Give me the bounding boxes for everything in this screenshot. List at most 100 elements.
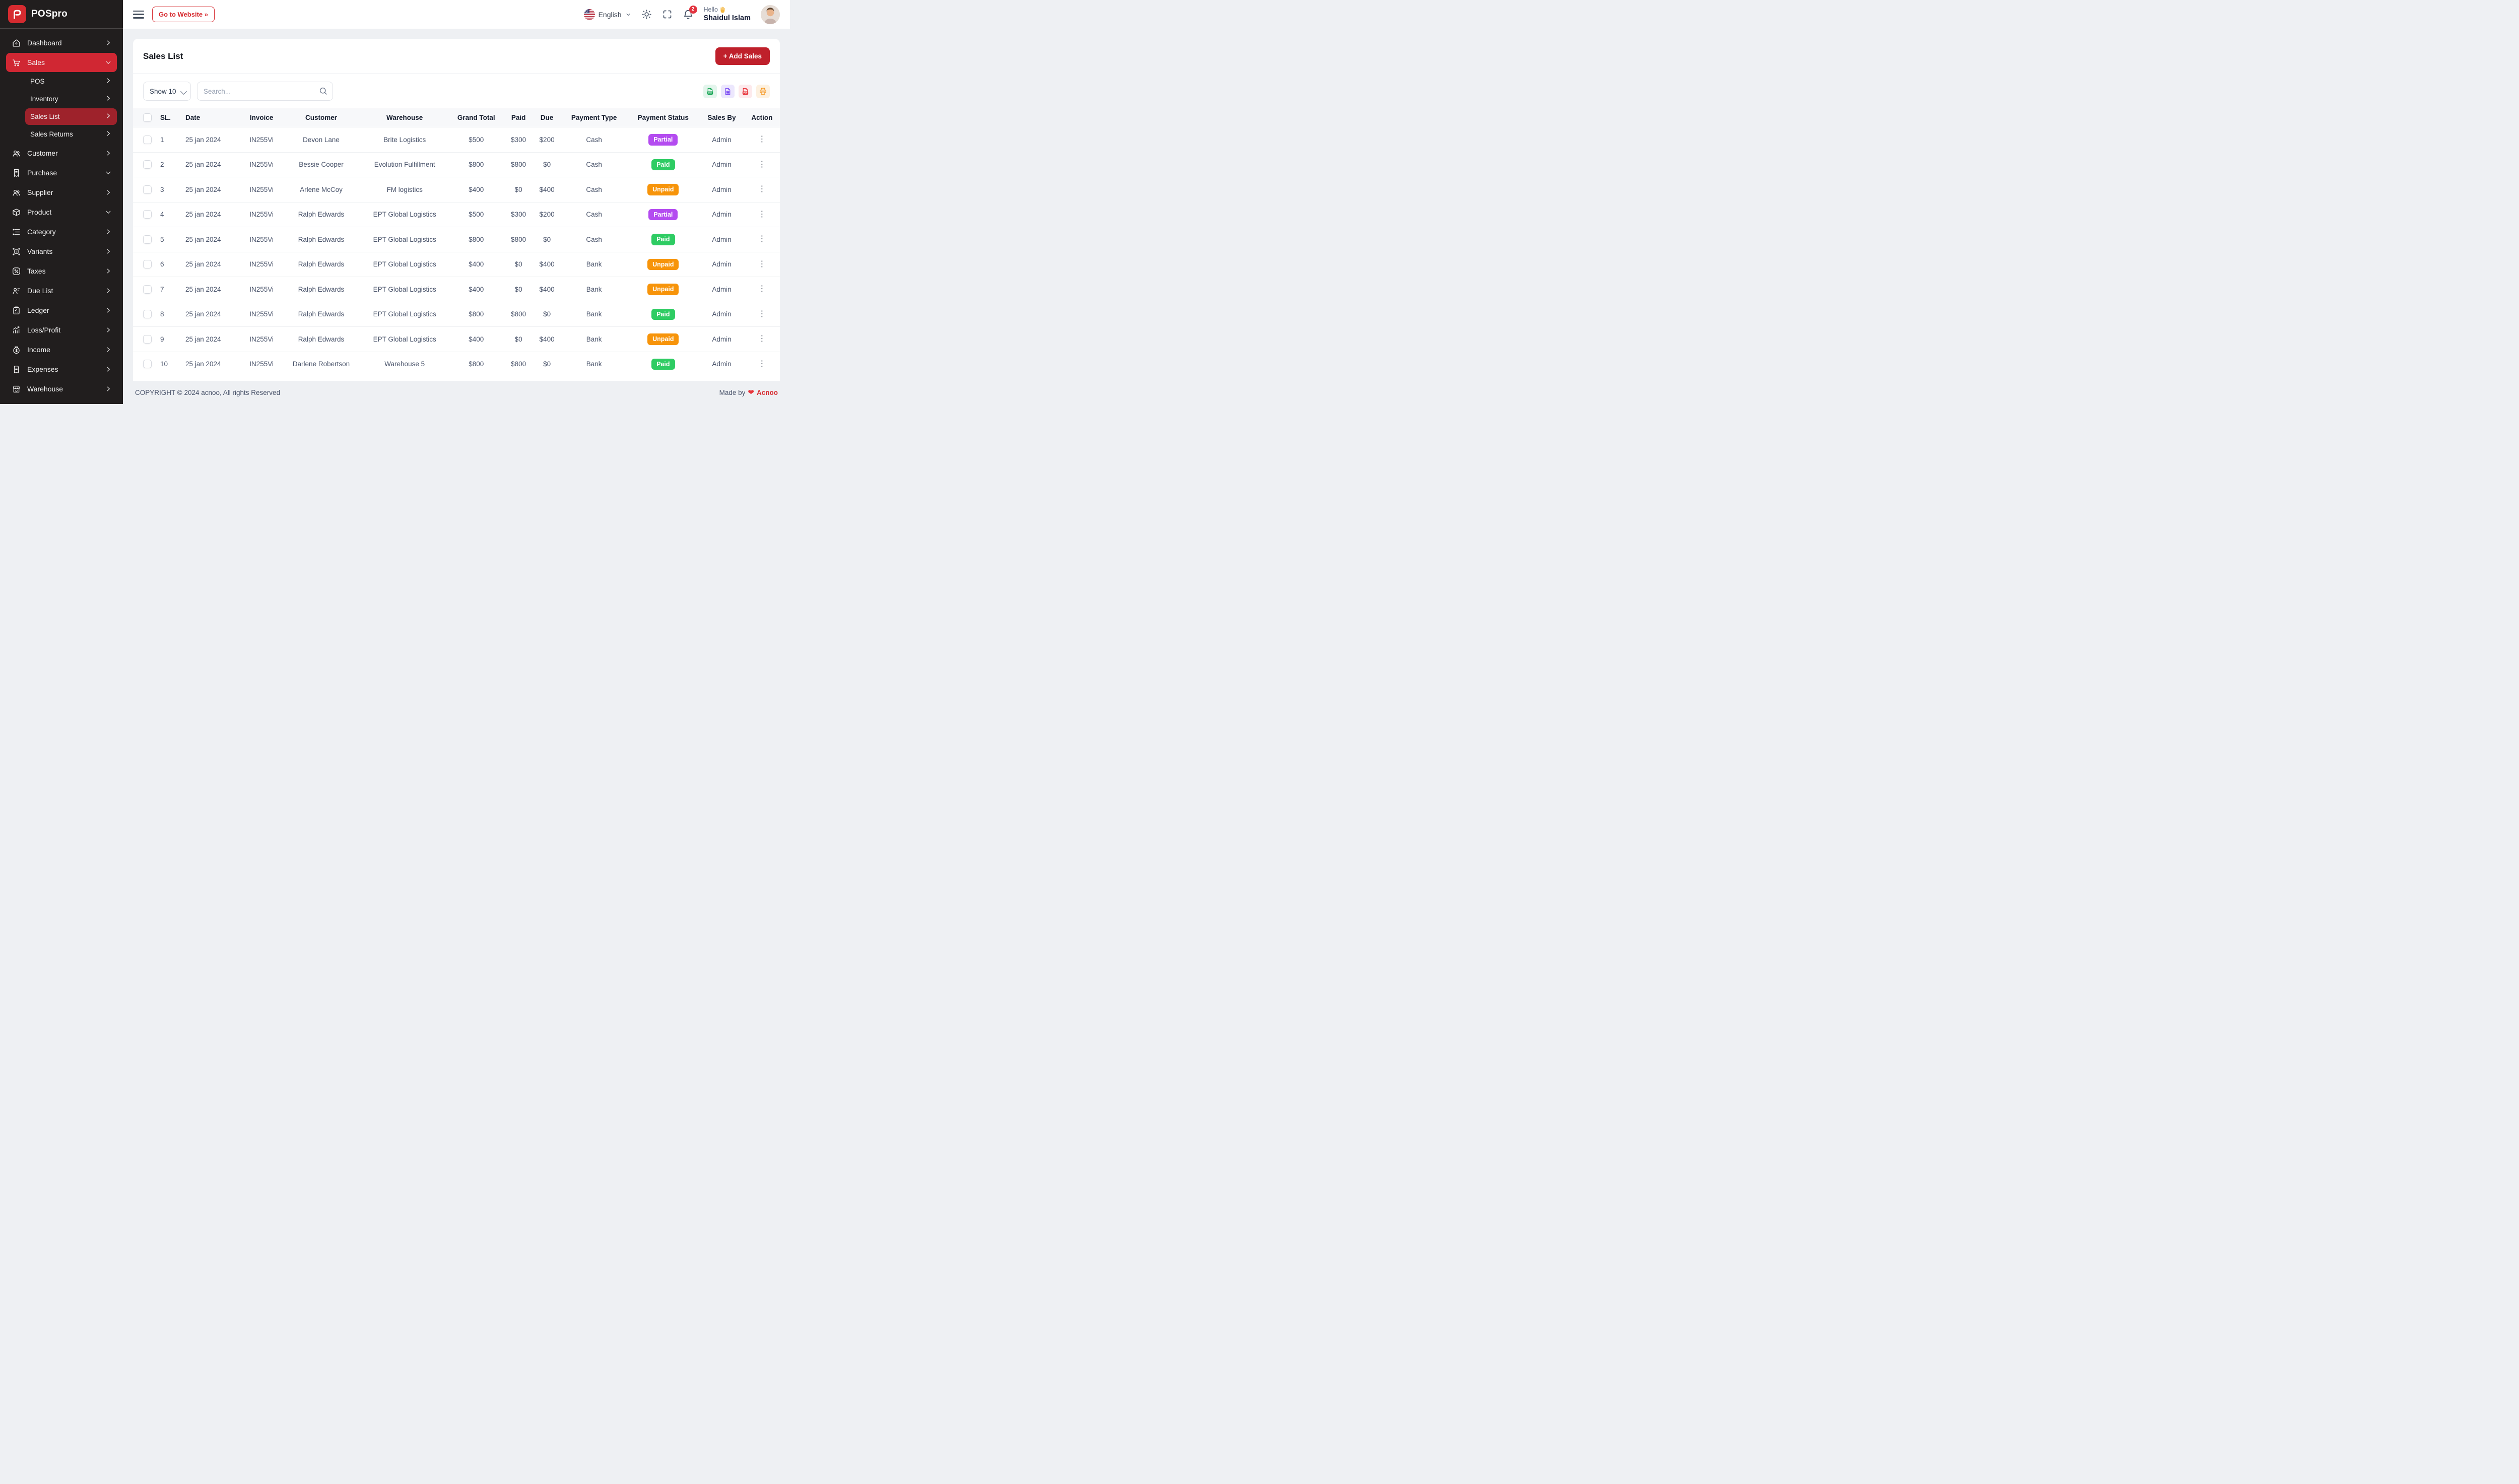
user-avatar[interactable] [761,5,780,24]
table-cell: Paid [627,351,700,376]
table-cell: $0 [533,227,561,252]
notifications-bell-icon[interactable]: 2 [683,5,697,20]
table-cell: EPT Global Logistics [361,201,448,227]
table-cell: $400 [533,177,561,202]
table-cell: 3 [156,177,181,202]
row-actions-menu-button[interactable]: ⋮ [755,210,769,220]
search-input[interactable] [197,82,333,101]
theme-toggle-sun-icon[interactable] [641,9,652,20]
row-checkbox[interactable] [143,235,152,244]
sidebar-item-category[interactable]: Category [6,222,117,241]
row-actions-menu-button[interactable]: ⋮ [755,259,769,269]
sidebar-item-sales[interactable]: Sales [6,53,117,72]
export-pdf-button[interactable]: PDF [739,84,752,98]
table-row: 10 25 jan 2024 IN255Vi Darlene Robertson War… [133,351,780,376]
chevron-right-icon [105,325,112,335]
row-actions-menu-button[interactable]: ⋮ [755,359,769,369]
table-cell: Evolution Fulfillment [361,152,448,177]
table-cell: Cash [561,177,627,202]
table-cell: IN255Vi [242,326,282,352]
table-cell: EPT Global Logistics [361,251,448,277]
row-checkbox[interactable] [143,360,152,369]
table-cell: Ralph Edwards [281,201,361,227]
select-all-checkbox[interactable] [143,113,152,122]
sidebar-item-label: Product [27,208,52,216]
brand: POSpro [0,0,123,29]
table-cell: Bank [561,277,627,302]
language-selector[interactable]: English [583,9,631,20]
chevron-right-icon [105,148,112,158]
row-actions-menu-button[interactable]: ⋮ [755,160,769,170]
sidebar-subitem-sales-returns[interactable]: Sales Returns [25,126,117,143]
sidebar-item-label: Loss/Profit [27,326,61,334]
sidebar-item-supplier[interactable]: Supplier [6,183,117,202]
table-cell: $0 [504,177,533,202]
chevron-right-icon [105,403,112,404]
table-cell: Darlene Robertson [281,351,361,376]
chevron-down-icon [105,168,112,178]
table-cell: Unpaid [627,251,700,277]
svg-text:CSV: CSV [708,91,712,94]
row-actions-menu-button[interactable]: ⋮ [755,184,769,194]
row-checkbox[interactable] [143,260,152,269]
payment-status-badge: Unpaid [647,184,679,195]
clipboard-icon [11,305,21,315]
table-cell: ⋮ [744,277,780,302]
column-header-sales-by: Sales By [699,108,744,127]
table-cell [133,227,156,252]
table-cell: IN255Vi [242,227,282,252]
sidebar-item-variants[interactable]: Variants [6,242,117,261]
sidebar-item-income[interactable]: Income [6,340,117,359]
row-checkbox[interactable] [143,310,152,319]
chevron-down-icon [105,57,112,68]
sidebar-item-ledger[interactable]: Ledger [6,301,117,320]
show-entries-select[interactable]: Show 10 [143,82,191,101]
sidebar-item-dashboard[interactable]: Dashboard [6,33,117,52]
go-to-website-button[interactable]: Go to Website » [152,7,215,22]
users-icon [11,187,21,197]
show-entries-select-wrap: Show 10 [143,82,191,101]
sidebar-item-label: Expenses [27,365,58,373]
row-checkbox[interactable] [143,285,152,294]
sales-table: SL. Date Invoice Customer Warehouse Grand Tot… [133,108,780,376]
user-name: Shaidul Islam [703,14,751,23]
sidebar-item-expenses[interactable]: Expenses [6,360,117,379]
export-xls-button[interactable] [721,84,735,98]
hamburger-menu-icon[interactable] [133,10,144,19]
sidebar-item-label: Sales [27,58,45,66]
row-actions-menu-button[interactable]: ⋮ [755,234,769,244]
sidebar-item-transfer[interactable]: Transfer [6,399,117,404]
row-checkbox[interactable] [143,185,152,194]
table-cell: Paid [627,152,700,177]
table-cell: 25 jan 2024 [181,301,242,327]
chevron-right-icon [105,345,112,355]
sidebar-item-purchase[interactable]: Purchase [6,163,117,182]
sidebar-item-loss-profit[interactable]: Loss/Profit [6,320,117,340]
fullscreen-icon[interactable] [662,9,673,20]
sidebar-subitem-inventory[interactable]: Inventory [25,91,117,107]
row-actions-menu-button[interactable]: ⋮ [755,134,769,145]
add-sales-button[interactable]: + Add Sales [715,47,770,65]
sidebar-item-customer[interactable]: Customer [6,144,117,163]
table-cell: Bank [561,301,627,327]
row-actions-menu-button[interactable]: ⋮ [755,334,769,344]
row-actions-menu-button[interactable]: ⋮ [755,284,769,294]
row-checkbox[interactable] [143,160,152,169]
sidebar-item-taxes[interactable]: Taxes [6,261,117,281]
acnoo-link[interactable]: Acnoo [757,388,778,396]
sidebar-item-warehouse[interactable]: Warehouse [6,379,117,398]
table-cell: 7 [156,277,181,302]
sidebar-subitem-pos[interactable]: POS [25,73,117,90]
sidebar-subitem-sales-list[interactable]: Sales List [25,108,117,125]
payment-status-badge: Paid [651,159,675,170]
sidebar-item-due-list[interactable]: Due List [6,281,117,300]
export-print-button[interactable] [756,84,770,98]
row-checkbox[interactable] [143,334,152,344]
table-cell: $400 [448,177,504,202]
row-checkbox[interactable] [143,135,152,144]
transfer-icon [11,403,21,404]
row-actions-menu-button[interactable]: ⋮ [755,309,769,319]
sidebar-item-product[interactable]: Product [6,203,117,222]
row-checkbox[interactable] [143,210,152,219]
export-csv-button[interactable]: CSV [703,84,717,98]
